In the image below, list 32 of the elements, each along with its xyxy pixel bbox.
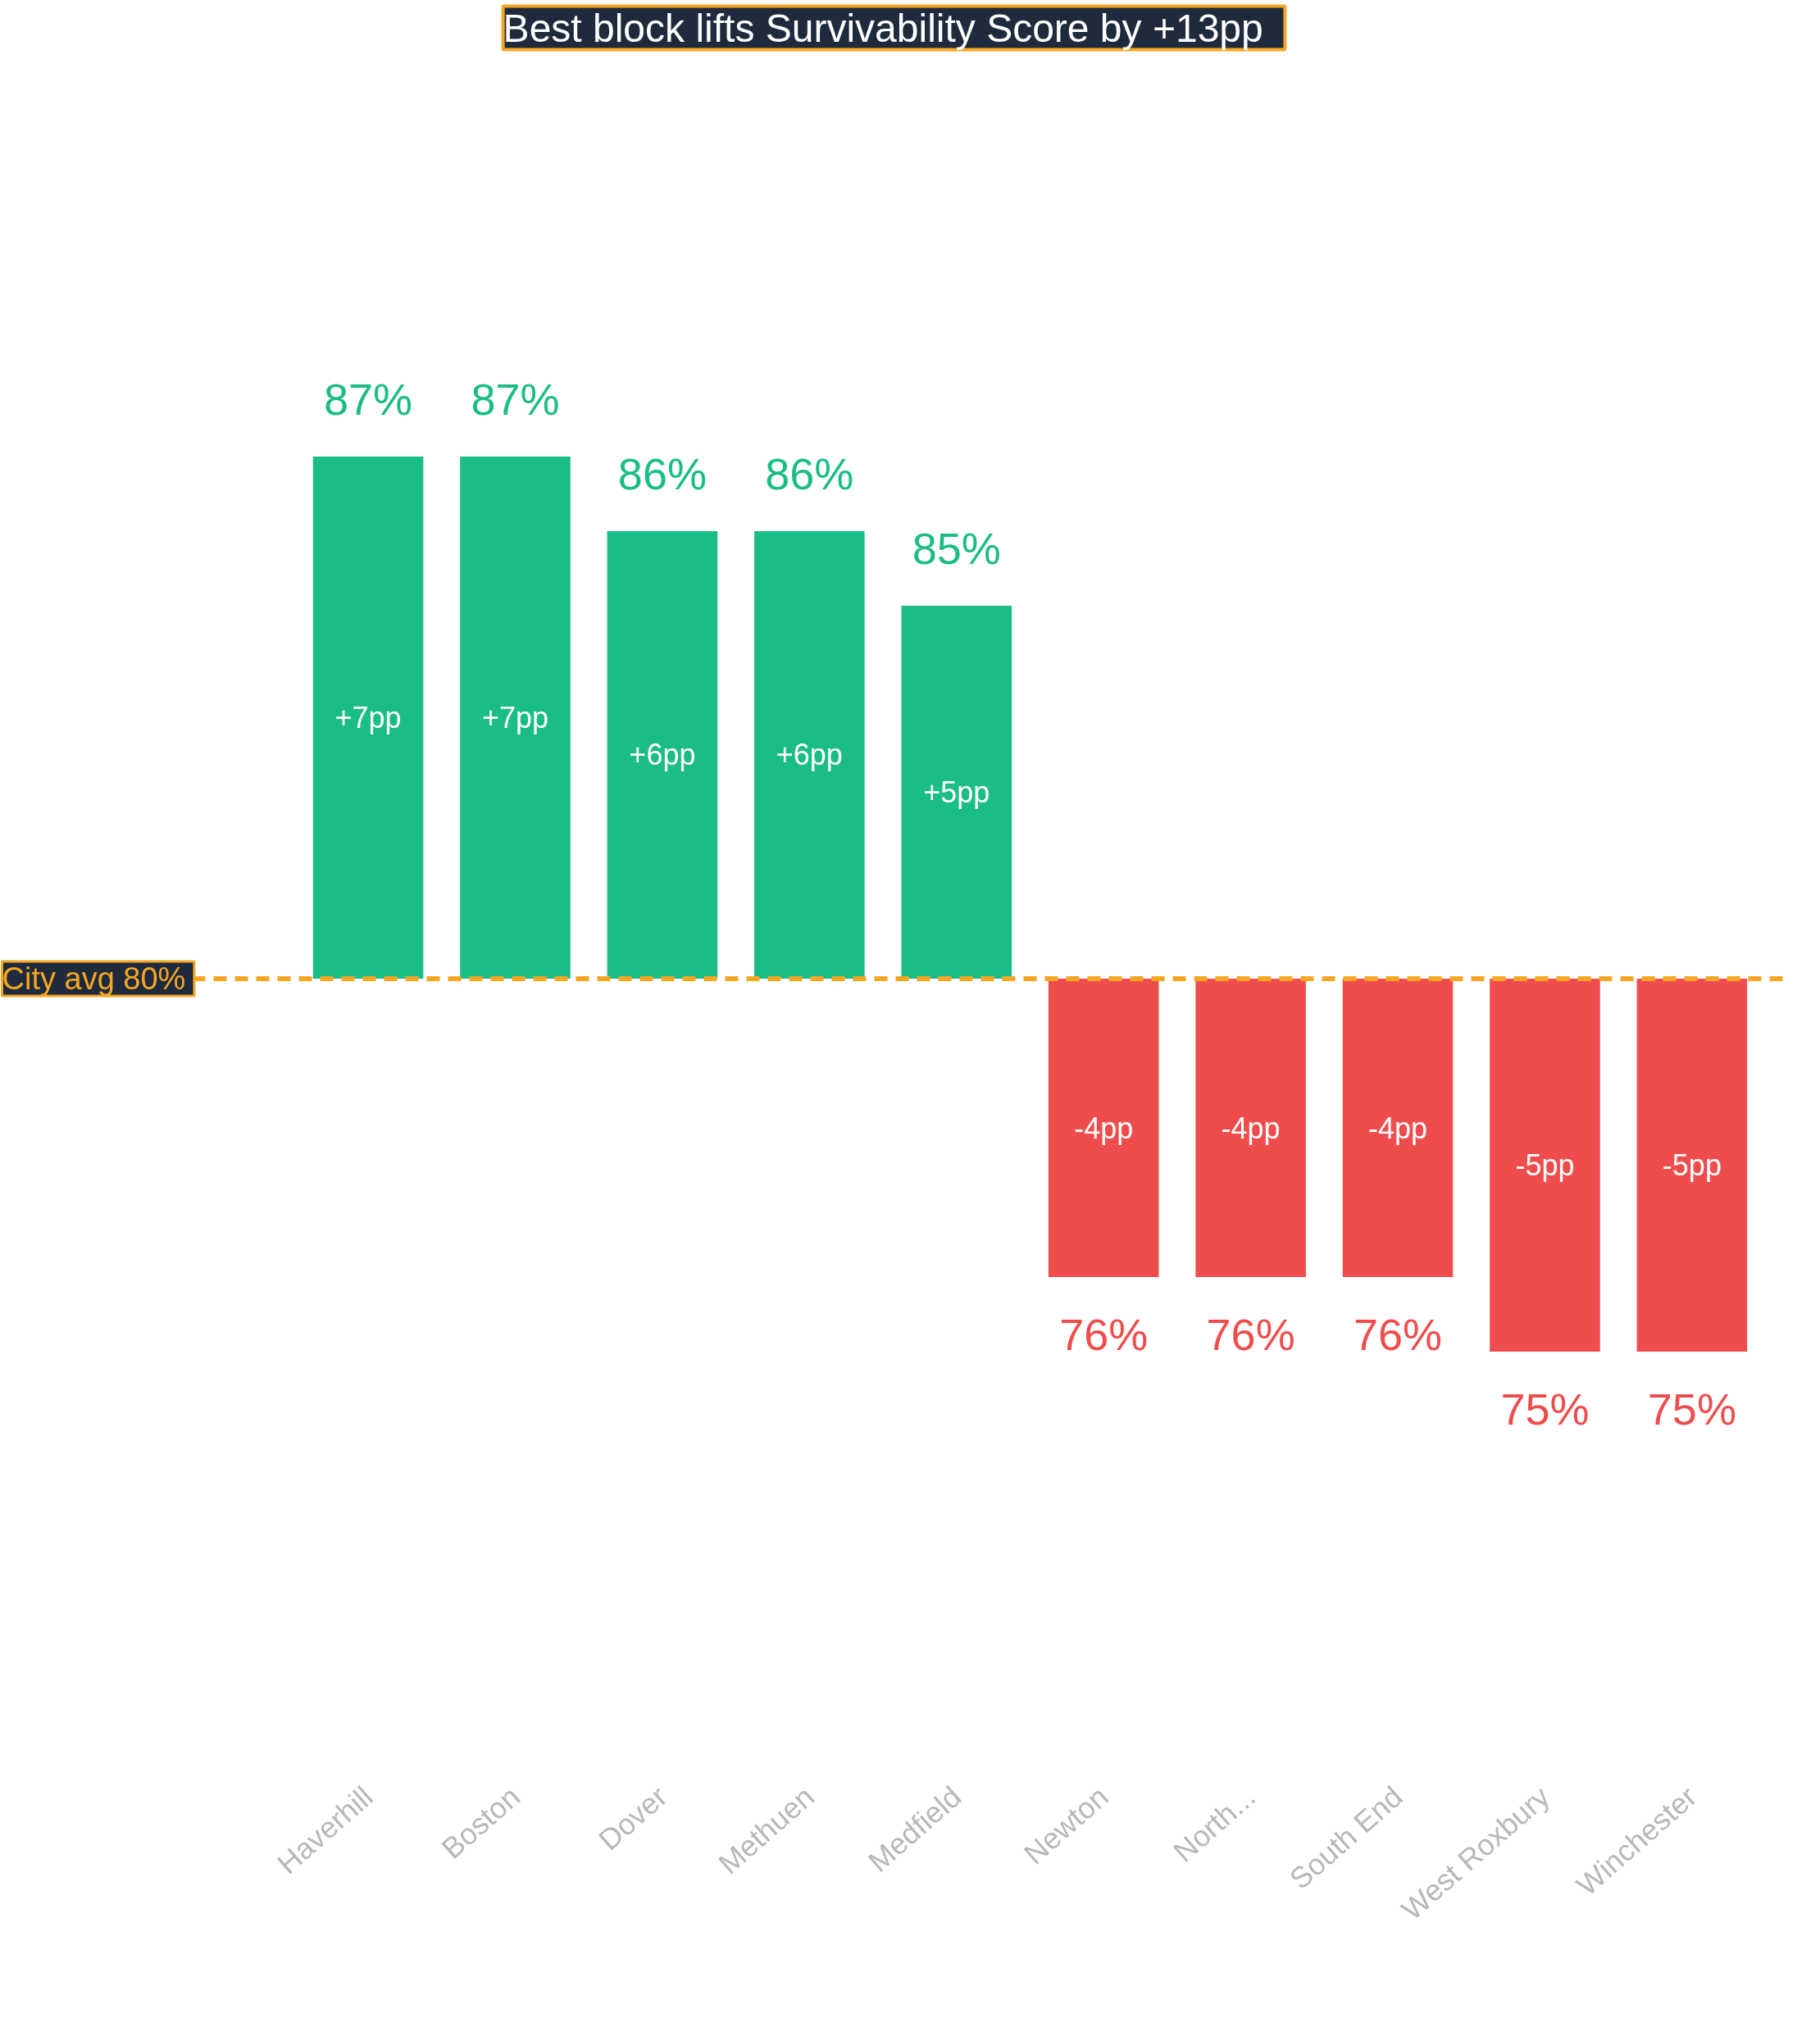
- bar: [607, 530, 718, 980]
- bar: [1490, 979, 1600, 1352]
- text: 87%: [471, 374, 560, 424]
- chart-title: Best block lifts Survivability Score by +13pp: [503, 6, 1263, 50]
- data-label: -4pp: [1074, 1111, 1134, 1145]
- annotation: 76%: [1059, 1310, 1149, 1360]
- bar: [754, 530, 865, 980]
- bar: [1636, 979, 1748, 1352]
- text: 87%: [324, 374, 413, 424]
- data-label: -5pp: [1662, 1148, 1722, 1183]
- data-label: -5pp: [1515, 1148, 1575, 1183]
- bar: [1048, 979, 1159, 1278]
- annotation: 76%: [1353, 1310, 1443, 1360]
- text: 75%: [1647, 1384, 1736, 1434]
- data-label: +7pp: [334, 700, 402, 734]
- data-label: +6pp: [776, 738, 843, 772]
- bar: [312, 456, 424, 980]
- annotation: 85%: [912, 523, 1001, 573]
- annotation: 86%: [765, 448, 854, 498]
- text: 75%: [1500, 1384, 1590, 1434]
- bar: [1195, 979, 1306, 1278]
- annotation: 86%: [617, 448, 707, 498]
- data-label: -4pp: [1221, 1111, 1281, 1145]
- annotation: 76%: [1206, 1310, 1295, 1360]
- bar: [1342, 979, 1454, 1278]
- bar: [901, 605, 1012, 980]
- ref-line-label: City avg 80%: [2, 961, 186, 997]
- bar: [460, 456, 571, 980]
- data-label: +7pp: [481, 700, 549, 734]
- data-label: +6pp: [629, 738, 696, 772]
- data-label: -4pp: [1368, 1111, 1428, 1145]
- data-label: +5pp: [923, 775, 990, 809]
